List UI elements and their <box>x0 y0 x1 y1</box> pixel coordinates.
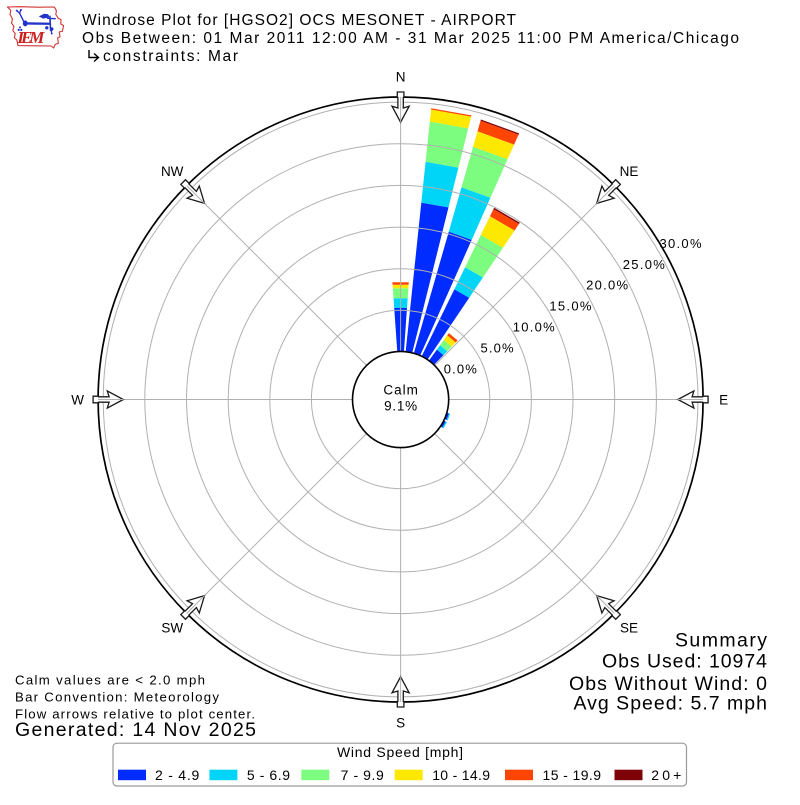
svg-text:9.1%: 9.1% <box>384 399 417 414</box>
svg-text:Calm values are < 2.0 mph: Calm values are < 2.0 mph <box>15 673 205 688</box>
svg-text:SE: SE <box>620 621 638 636</box>
svg-text:Calm: Calm <box>383 383 418 398</box>
svg-text:15 - 19.9: 15 - 19.9 <box>543 767 602 783</box>
svg-text:7 - 9.9: 7 - 9.9 <box>341 767 384 783</box>
svg-text:S: S <box>396 715 405 730</box>
svg-text:Windrose Plot for [HGSO2] OCS: Windrose Plot for [HGSO2] OCS MESONET - … <box>82 12 517 29</box>
svg-text:Bar Convention: Meteorology: Bar Convention: Meteorology <box>15 690 219 705</box>
svg-text:10.0%: 10.0% <box>513 320 555 335</box>
svg-text:NE: NE <box>620 164 639 179</box>
svg-text:N: N <box>396 69 406 84</box>
svg-text:Avg Speed: 5.7 mph: Avg Speed: 5.7 mph <box>574 693 768 715</box>
svg-text:IEM: IEM <box>16 28 45 47</box>
svg-text:5 - 6.9: 5 - 6.9 <box>247 767 290 783</box>
svg-text:15.0%: 15.0% <box>549 299 591 314</box>
svg-text:5.0%: 5.0% <box>481 340 514 355</box>
svg-text:2 - 4.9: 2 - 4.9 <box>155 767 200 783</box>
svg-text:10 - 14.9: 10 - 14.9 <box>432 767 490 783</box>
svg-text:Obs Used: 10974: Obs Used: 10974 <box>602 651 767 673</box>
svg-text:constraints: Mar: constraints: Mar <box>103 48 238 65</box>
svg-text:Generated: 14 Nov 2025: Generated: 14 Nov 2025 <box>15 719 256 741</box>
svg-text:Wind Speed [mph]: Wind Speed [mph] <box>337 744 463 760</box>
svg-text:E: E <box>719 392 728 407</box>
svg-text:25.0%: 25.0% <box>623 257 665 272</box>
svg-text:SW: SW <box>161 621 183 636</box>
svg-text:20.0%: 20.0% <box>586 278 628 293</box>
svg-text:NW: NW <box>161 164 184 179</box>
svg-text:0.0%: 0.0% <box>444 361 477 376</box>
svg-text:Summary: Summary <box>675 630 767 652</box>
svg-text:20+: 20+ <box>651 767 681 783</box>
svg-text:30.0%: 30.0% <box>660 236 702 251</box>
svg-text:W: W <box>71 392 84 407</box>
